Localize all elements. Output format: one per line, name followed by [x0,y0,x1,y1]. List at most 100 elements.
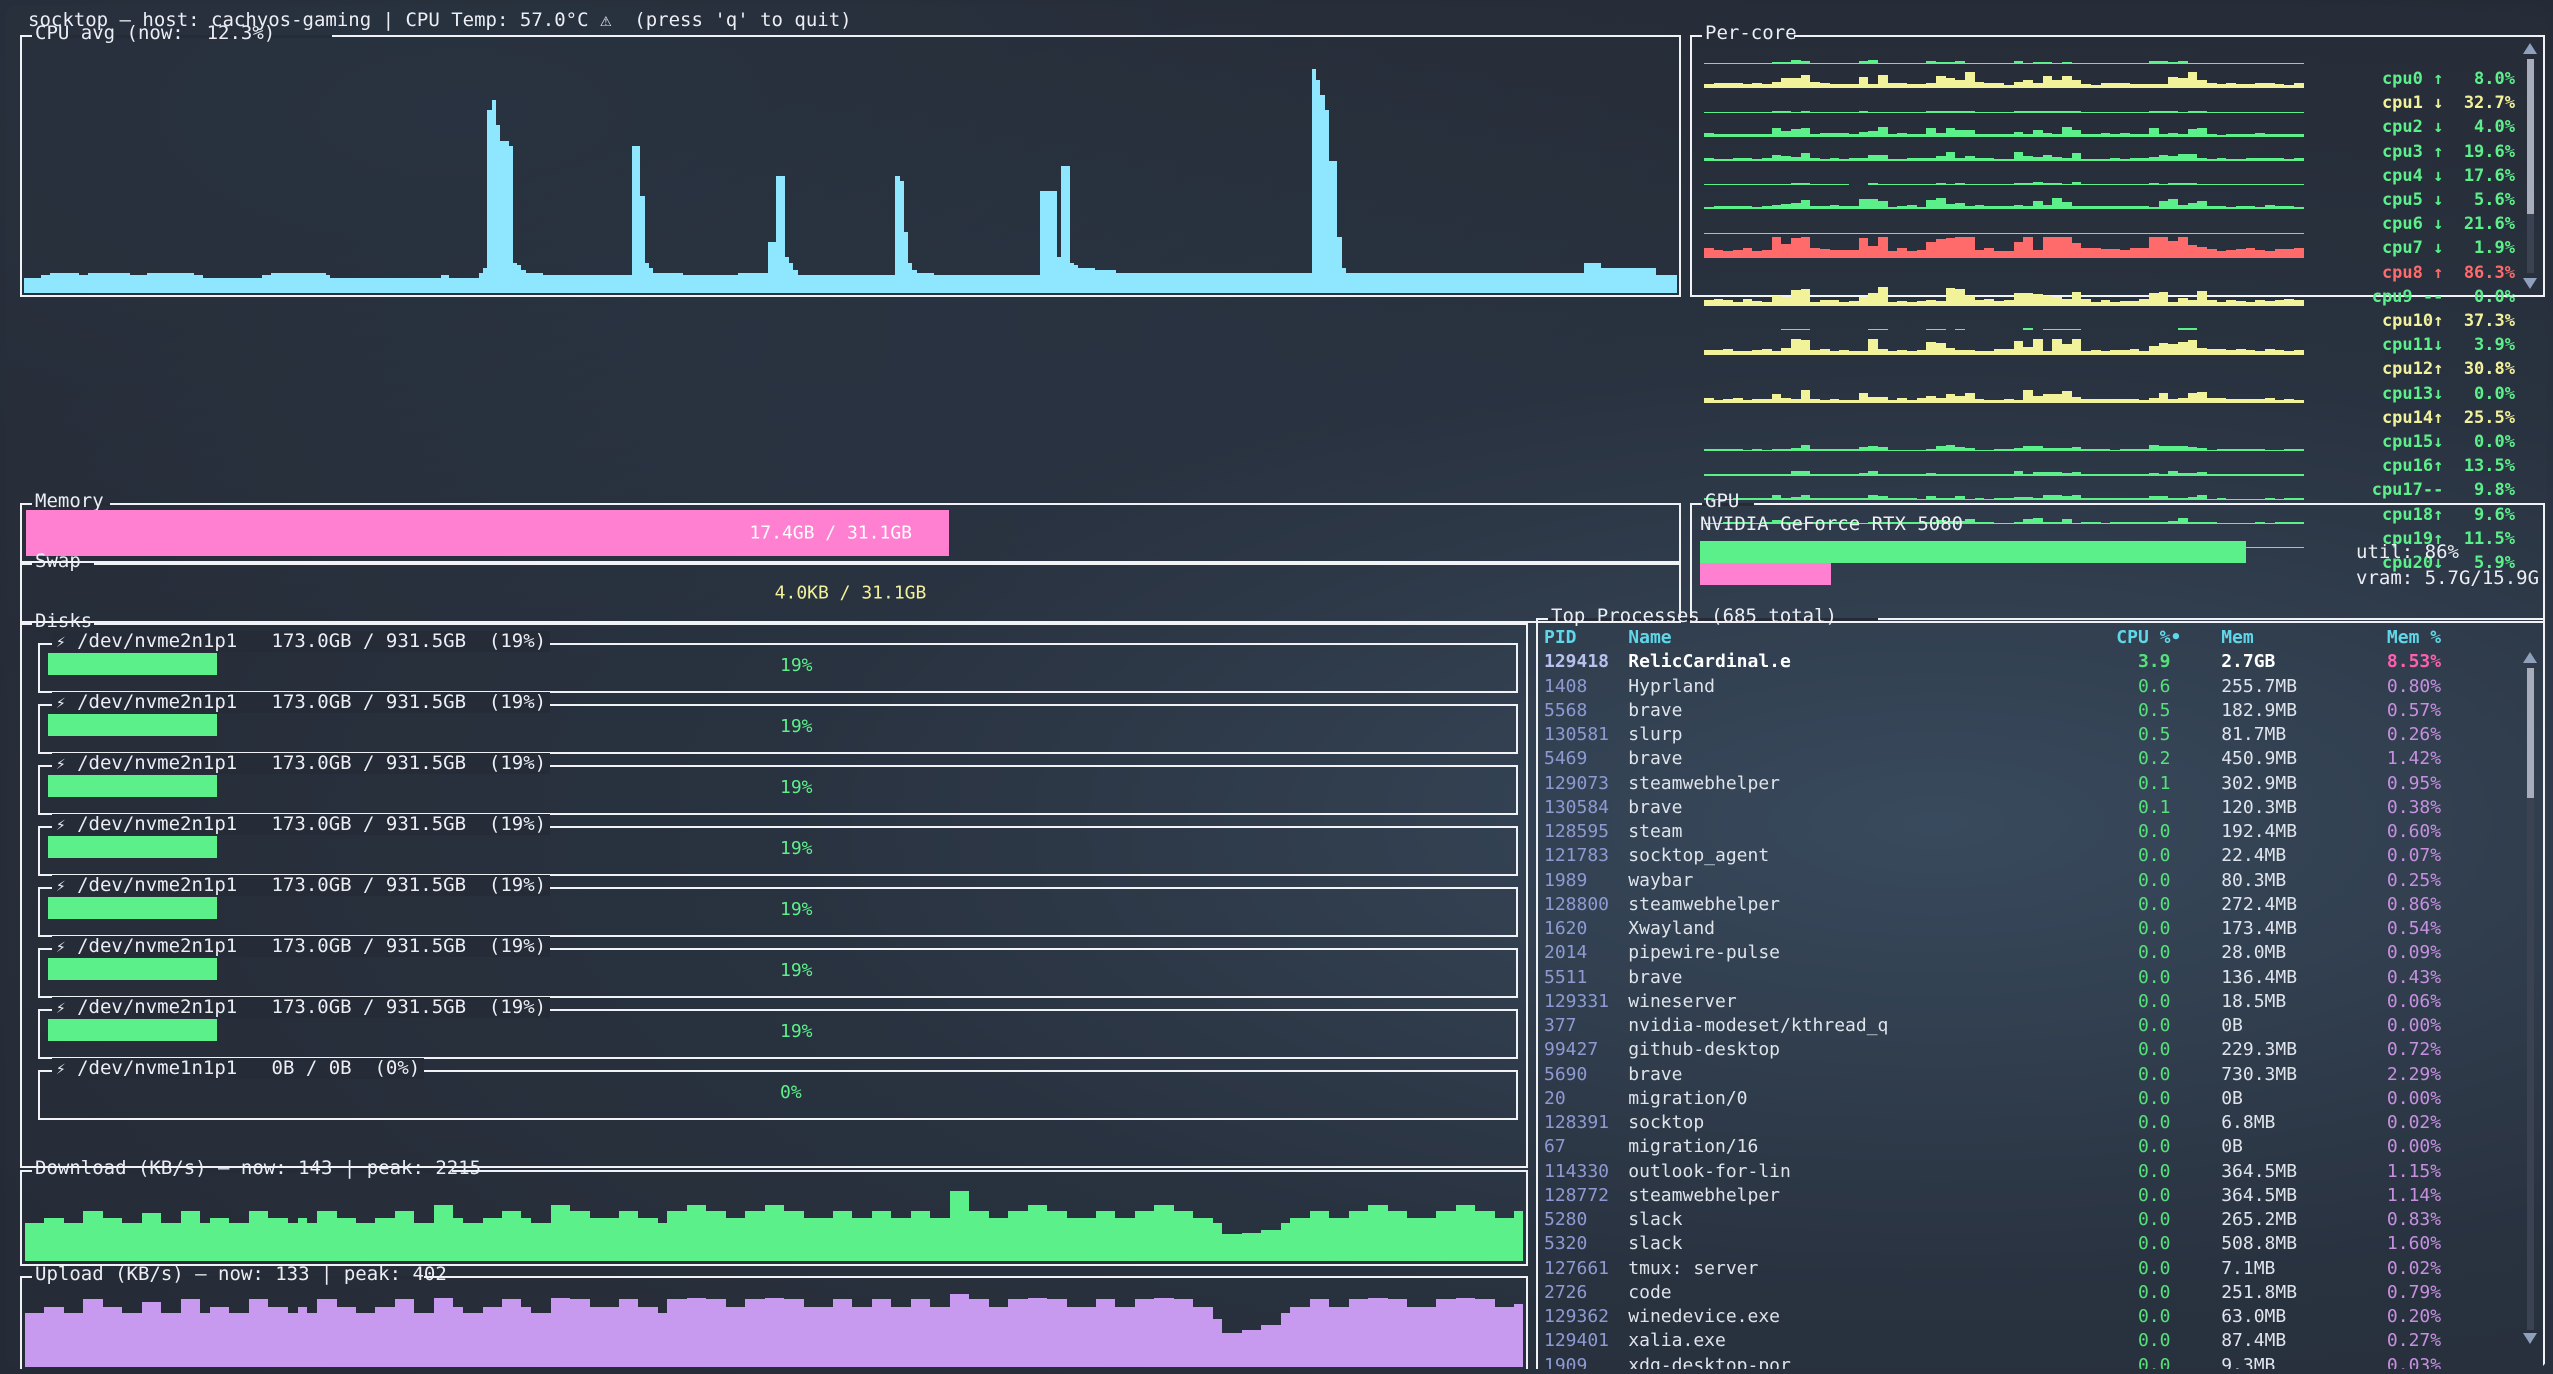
spark-bar [1994,498,2004,500]
download-sparkline [25,1184,1523,1261]
processes-scroll-up-arrow[interactable] [2523,652,2537,663]
table-row[interactable]: 129331 wineserver 0.0 18.5MB 0.06% [1544,990,2521,1014]
table-row[interactable]: 128800 steamwebhelper 0.0 272.4MB 0.86% [1544,893,2521,917]
column-header-name[interactable]: Name [1628,627,1672,648]
spark-bar [1820,249,1830,258]
spark-bar [365,1313,376,1367]
table-row[interactable]: 1620 Xwayland 0.0 173.4MB 0.54% [1544,917,2521,941]
spark-bar [1562,272,1567,293]
memory-meter-label: 17.4GB / 31.1GB [749,522,912,544]
table-row[interactable]: 114330 outlook-for-lin 0.0 364.5MB 1.15% [1544,1160,2521,1184]
spark-bar [984,275,989,293]
spark-bar [394,1299,405,1367]
table-row[interactable]: 1909 xdg-desktop-por 0.0 9.3MB 0.03% [1544,1354,2521,1370]
spark-bar [1443,272,1448,293]
table-row[interactable]: 128391 socktop 0.0 6.8MB 0.02% [1544,1111,2521,1135]
spark-bar [2129,522,2140,524]
column-header-mem[interactable]: Mem [2221,627,2254,648]
cell-name: wineserver [1628,990,1737,1012]
disk-entry[interactable]: ⚡ /dev/nvme1n1p1 0B / 0B (0%) 0% [38,1058,1518,1120]
spark-bar [2187,183,2198,186]
disk-entry[interactable]: ⚡ /dev/nvme2n1p1 173.0GB / 931.5GB (19%)… [38,631,1518,693]
spark-bar [1820,474,1830,476]
spark-bar [2158,495,2169,500]
spark-bar [1465,1205,1476,1261]
table-row[interactable]: 2014 pipewire-pulse 0.0 28.0MB 0.09% [1544,941,2521,965]
spark-bar [1175,272,1180,293]
table-row[interactable]: 127661 tmux: server 0.0 7.1MB 0.02% [1544,1257,2521,1281]
processes-scrollbar-thumb[interactable] [2527,668,2534,798]
spark-bar [2158,342,2169,355]
disk-entry[interactable]: ⚡ /dev/nvme2n1p1 173.0GB / 931.5GB (19%)… [38,692,1518,754]
disk-entry[interactable]: ⚡ /dev/nvme2n1p1 173.0GB / 931.5GB (19%)… [38,997,1518,1059]
processes-scrollbar-track[interactable] [2527,668,2534,1330]
table-row[interactable]: 5280 slack 0.0 265.2MB 0.83% [1544,1208,2521,1232]
disk-entry[interactable]: ⚡ /dev/nvme2n1p1 173.0GB / 931.5GB (19%)… [38,753,1518,815]
column-header-pid[interactable]: PID [1544,627,1577,648]
percore-scroll-up-arrow[interactable] [2523,43,2537,54]
spark-bar [2197,447,2207,452]
processes-table[interactable]: PID Name CPU % • Mem Mem % 129418 RelicCardinal… [1544,626,2521,1369]
spark-bar [967,275,972,293]
spark-bar [1184,272,1189,293]
table-row[interactable]: 5568 brave 0.5 182.9MB 0.57% [1544,699,2521,723]
table-row[interactable]: 377 nvidia-modeset/kthread_q 0.0 0B 0.00% [1544,1014,2521,1038]
disks-title: Disks [35,610,93,632]
table-row[interactable]: 121783 socktop_agent 0.0 22.4MB 0.07% [1544,844,2521,868]
table-row[interactable]: 130581 slurp 0.5 81.7MB 0.26% [1544,723,2521,747]
disk-entry[interactable]: ⚡ /dev/nvme2n1p1 173.0GB / 931.5GB (19%)… [38,814,1518,876]
cell-spacer [2170,772,2199,796]
table-row[interactable]: 130584 brave 0.1 120.3MB 0.38% [1544,796,2521,820]
table-row[interactable]: 129073 steamwebhelper 0.1 302.9MB 0.95% [1544,772,2521,796]
spark-bar [472,1222,483,1261]
spark-bar [920,1299,931,1367]
cell-pid: 1620 [1544,918,1588,939]
cell-name: steamwebhelper [1628,1184,1781,1206]
table-row[interactable]: 67 migration/16 0.0 0B 0.00% [1544,1135,2521,1159]
spark-bar [2119,133,2130,137]
table-row[interactable]: 5690 brave 0.0 730.3MB 2.29% [1544,1063,2521,1087]
percore-scrollbar-thumb[interactable] [2527,59,2534,214]
column-header-cpu[interactable]: CPU % [2116,627,2171,648]
spark-bar [2177,60,2188,65]
processes-scroll-down-arrow[interactable] [2523,1333,2537,1344]
table-row[interactable]: 5511 brave 0.0 136.4MB 0.43% [1544,966,2521,990]
spark-bar [1800,236,1811,258]
percore-scroll-down-arrow[interactable] [2523,278,2537,289]
disk-title: ⚡ /dev/nvme2n1p1 173.0GB / 931.5GB (19%) [52,692,551,713]
spark-bar [2110,248,2120,258]
table-row[interactable]: 2726 code 0.0 251.8MB 0.79% [1544,1281,2521,1305]
spark-bar [2090,205,2101,210]
table-row[interactable]: 20 migration/0 0.0 0B 0.00% [1544,1087,2521,1111]
table-row[interactable]: 129362 winedevice.exe 0.0 63.0MB 0.20% [1544,1305,2521,1329]
spark-bar [1829,399,1840,403]
disk-entry[interactable]: ⚡ /dev/nvme2n1p1 173.0GB / 931.5GB (19%)… [38,875,1518,937]
spark-bar [424,1222,434,1261]
spark-bar [1907,111,1917,113]
spark-bar [1800,390,1811,403]
table-row[interactable]: 5320 slack 0.0 508.8MB 1.60% [1544,1232,2521,1256]
table-row[interactable]: 99427 github-desktop 0.0 229.3MB 0.72% [1544,1038,2521,1062]
spark-bar [2255,547,2265,549]
spark-bar [1387,1210,1398,1261]
column-header-mempct[interactable]: Mem % [2386,627,2442,648]
cell-cpu: 0.0 [2137,1087,2171,1109]
table-row[interactable]: 1989 waybar 0.0 80.3MB 0.25% [1544,869,2521,893]
table-row[interactable]: 129401 xalia.exe 0.0 87.4MB 0.27% [1544,1329,2521,1353]
spark-bar [1820,299,1830,307]
spark-bar [618,1299,629,1367]
spark-bar [2235,301,2246,307]
table-row[interactable]: 1408 Hyprland 0.6 255.7MB 0.80% [1544,675,2521,699]
spark-bar [593,275,598,293]
spark-bar [206,277,211,293]
table-row[interactable]: 5469 brave 0.2 450.9MB 1.42% [1544,747,2521,771]
table-row[interactable]: 129418 RelicCardinal.e 3.9 2.7GB 8.53% [1544,650,2521,674]
spark-bar [1592,262,1597,293]
spark-bar [1752,158,1763,161]
disk-entry[interactable]: ⚡ /dev/nvme2n1p1 173.0GB / 931.5GB (19%)… [38,936,1518,998]
cell-mem: 0B [2221,1136,2243,1158]
table-row[interactable]: 128772 steamwebhelper 0.0 364.5MB 1.14% [1544,1184,2521,1208]
table-row[interactable]: 128595 steam 0.0 192.4MB 0.60% [1544,820,2521,844]
spark-bar [2013,448,2024,452]
spark-bar [112,1217,123,1261]
